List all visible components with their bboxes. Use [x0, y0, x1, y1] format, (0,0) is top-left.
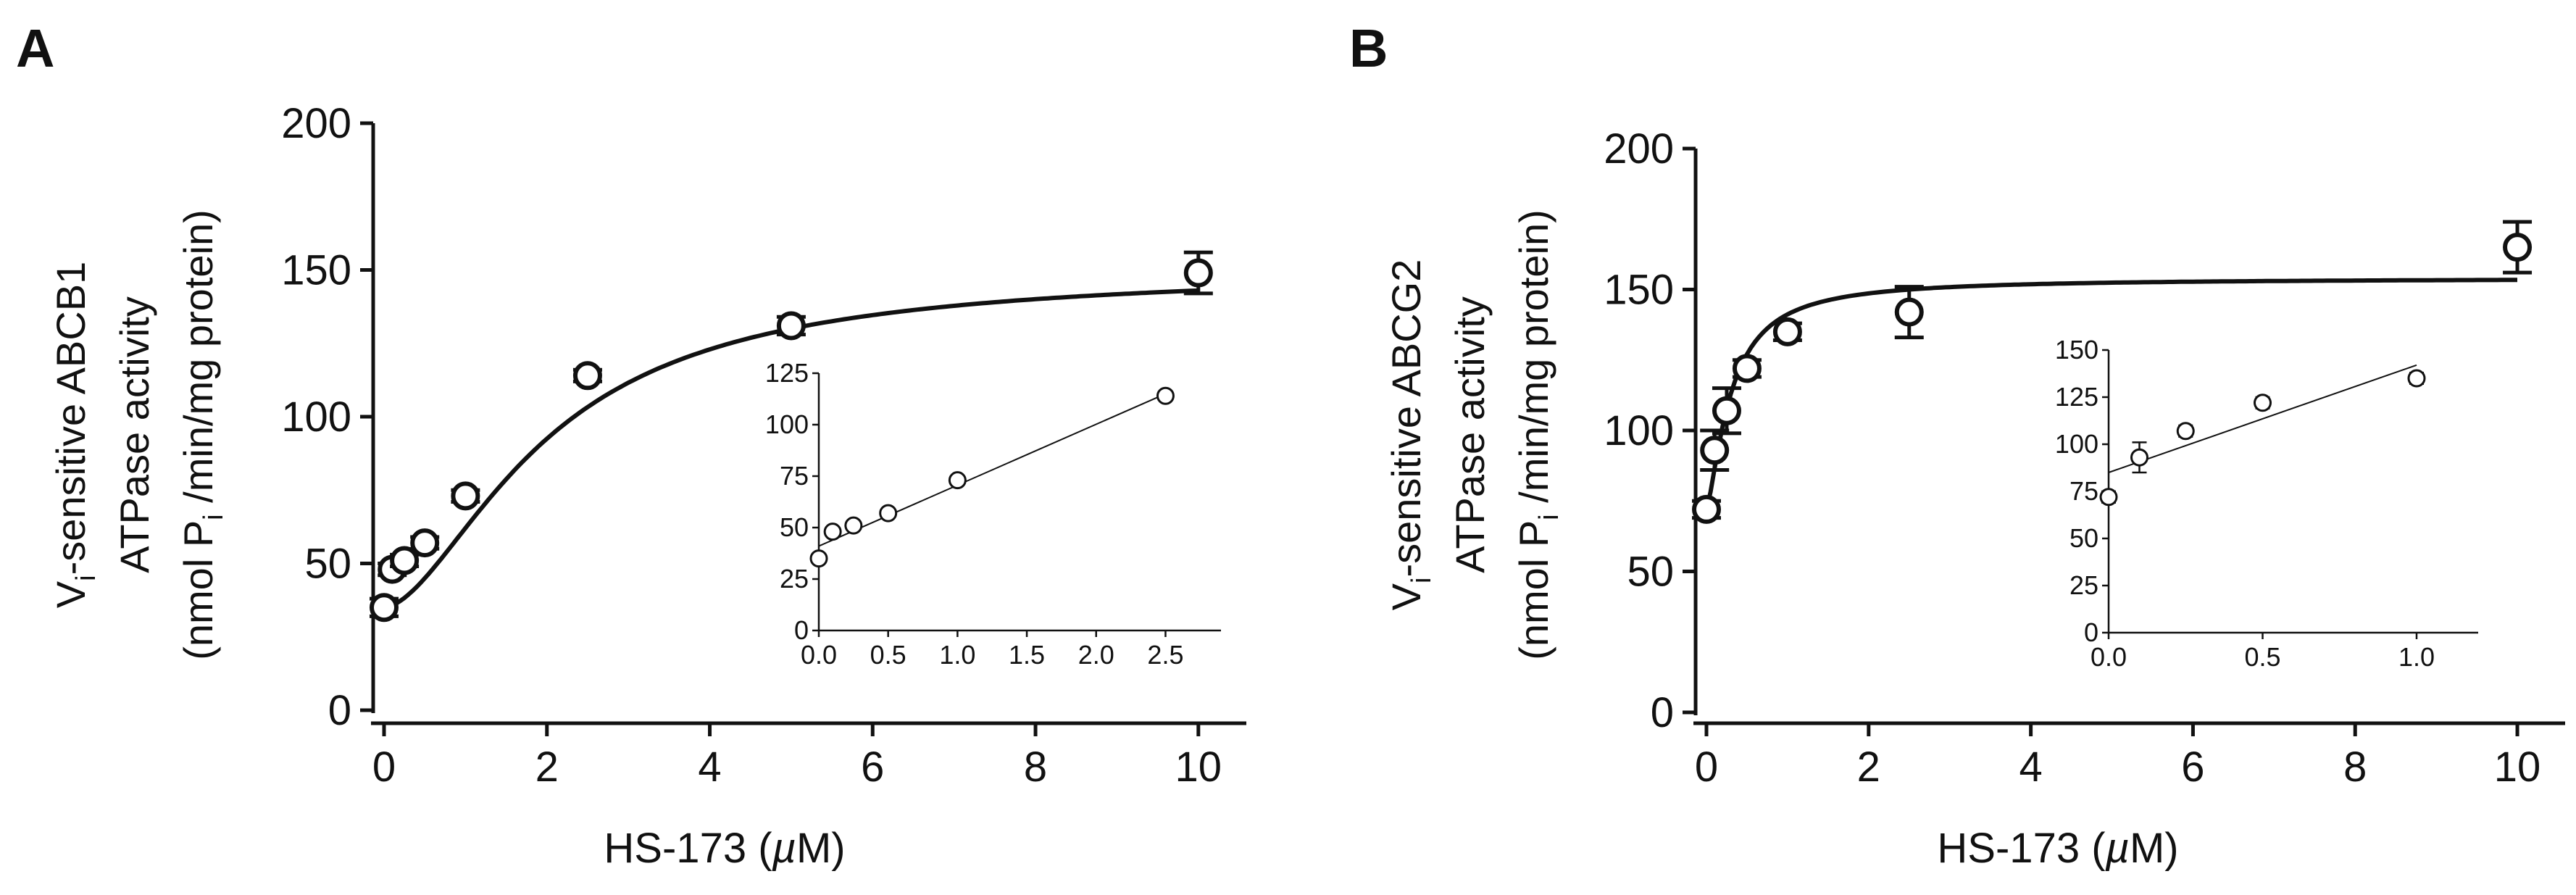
panel-b-inset-y-tick-label: 25	[2069, 570, 2098, 600]
panel-a-data-point	[410, 528, 440, 558]
panel-b-chart: Vi-sensitive ABCG2 ATPase activity (nmol…	[1383, 125, 2565, 872]
panel-b-data-point	[1692, 494, 1721, 524]
panel-b-inset-data-point	[2254, 394, 2272, 412]
panel-a-inset-fit-line	[818, 393, 1166, 547]
panel-b-y-tick-label: 100	[1604, 407, 1674, 454]
panel-a-x-tick-label: 10	[1175, 744, 1222, 791]
panel-b-y-tick-label: 50	[1627, 549, 1674, 596]
panel-a-x-tick-label: 8	[1024, 744, 1047, 791]
panel-a-inset-chart: 0 25 50 75 100 125 0.0 0.5 1.0 1.5 2.0 2.5	[765, 358, 1221, 670]
panel-a-inset-y-tick-label: 75	[780, 461, 809, 491]
panel-a-data-point	[370, 593, 399, 623]
panel-a-inset-data-point	[809, 549, 828, 568]
panel-b-inset-y-tick-label: 50	[2069, 523, 2098, 553]
panel-b-y-tick-label: 200	[1604, 125, 1674, 172]
panel-a-ylabel-line1: Vi-sensitive ABCB1	[48, 262, 101, 608]
panel-b-inset-x-tick-label: 0.5	[2244, 642, 2280, 672]
panel-b-data-point	[1712, 396, 1741, 425]
panel-b-inset-data-point	[2407, 369, 2426, 388]
panel-b-inset-x-tick-label: 0.0	[2091, 642, 2127, 672]
panel-b-ylabel-line3: (nmol Pi /min/mg protein)	[1511, 209, 1564, 660]
panel-a-inset-x-tick-label: 0.0	[801, 640, 837, 670]
panel-a-data-point	[572, 361, 602, 391]
panel-a-x-tick-label: 4	[698, 744, 721, 791]
panel-b-inset-y-tick-label: 100	[2055, 429, 2098, 459]
panel-a-inset-y-tick-label: 25	[780, 564, 809, 594]
panel-a-inset-y-tick-label: 100	[765, 409, 809, 439]
panel-b-x-tick-label: 6	[2181, 744, 2204, 791]
panel-b-data-point	[1772, 317, 1802, 346]
panel-b-inset-data-point	[2176, 422, 2195, 441]
panel-a-xlabel: HS-173 (µM)	[604, 825, 845, 872]
panel-a-inset-y-tick-label: 125	[765, 358, 809, 388]
panel-b-x-tick-label: 8	[2343, 744, 2367, 791]
panel-a-y-tick-label: 150	[281, 247, 351, 294]
panel-b-x-tick-label: 0	[1695, 744, 1718, 791]
panel-b-y-tick-label: 150	[1604, 267, 1674, 314]
panel-b-inset-y-tick-label: 75	[2069, 476, 2098, 506]
panel-a-inset-x-tick-label: 1.0	[939, 640, 975, 670]
panel-a-x-tick-label: 6	[861, 744, 884, 791]
panel-a-inset-y-tick-label: 0	[794, 615, 809, 645]
panel-a-ylabel-line2: ATPase activity	[112, 296, 157, 573]
panel-a-data-point	[1183, 258, 1213, 288]
panel-b-y-tick-label: 0	[1651, 689, 1674, 736]
panel-a-letter: A	[16, 18, 54, 78]
panel-b-inset-y-tick-label: 125	[2055, 382, 2098, 412]
panel-b-data-point	[1700, 436, 1730, 465]
panel-b-inset-data-point	[2130, 448, 2148, 467]
panel-a-x-tick-label: 0	[372, 744, 396, 791]
panel-a-data-point	[390, 546, 420, 575]
panel-b-inset-data-point	[2099, 488, 2118, 507]
panel-b-ylabel-line1: Vi-sensitive ABCG2	[1383, 259, 1437, 611]
panel-a-x-tick-label: 2	[535, 744, 559, 791]
panel-a-y-tick-label: 50	[304, 541, 351, 588]
panel-b-inset-y-tick-label: 0	[2084, 617, 2098, 647]
panel-b-inset-x-tick-label: 1.0	[2398, 642, 2435, 672]
panel-a-data-point	[451, 481, 480, 511]
panel-a-inset-data-point	[1156, 386, 1175, 405]
panel-b-x-tick-label: 2	[1857, 744, 1880, 791]
panel-a-y-tick-label: 200	[281, 100, 351, 147]
panel-a-inset-x-tick-label: 0.5	[870, 640, 906, 670]
panel-a-inset-x-tick-label: 2.5	[1147, 640, 1183, 670]
panel-a-inset-data-point	[823, 523, 842, 541]
panel-a-inset-x-tick-label: 2.0	[1078, 640, 1114, 670]
panel-b-data-point	[1894, 297, 1924, 327]
panel-b-inset-fit-line	[2108, 364, 2417, 473]
panel-b-data-point	[1732, 354, 1762, 383]
panel-a-inset-x-tick-label: 1.5	[1009, 640, 1045, 670]
panel-a-inset-y-tick-label: 50	[780, 512, 809, 542]
panel-a-data-point	[776, 311, 806, 341]
panel-b-inset-y-tick-label: 150	[2055, 335, 2098, 365]
panel-a-y-tick-label: 0	[328, 687, 351, 734]
panel-b-inset-chart: 0 25 50 75 100 125 150 0.0 0.5 1.0	[2055, 335, 2478, 672]
panel-b-x-tick-label: 10	[2494, 744, 2541, 791]
panel-b-fit-curve	[1704, 278, 2517, 510]
panel-a-ylabel-line3: (nmol Pi /min/mg protein)	[175, 209, 229, 660]
panel-b-letter: B	[1349, 18, 1388, 78]
panel-a-inset-data-point	[879, 504, 898, 523]
panel-b-x-tick-label: 4	[2019, 744, 2042, 791]
panel-a-chart: Vi-sensitive ABCB1 ATPase activity (nmol…	[48, 100, 1246, 872]
panel-a-inset-data-point	[948, 471, 967, 490]
panel-a-inset-data-point	[844, 516, 863, 535]
panel-b-data-point	[2503, 233, 2533, 262]
panel-a-y-tick-label: 100	[281, 394, 351, 441]
panel-b-xlabel: HS-173 (µM)	[1937, 825, 2178, 872]
panel-b-ylabel-line2: ATPase activity	[1447, 296, 1493, 573]
